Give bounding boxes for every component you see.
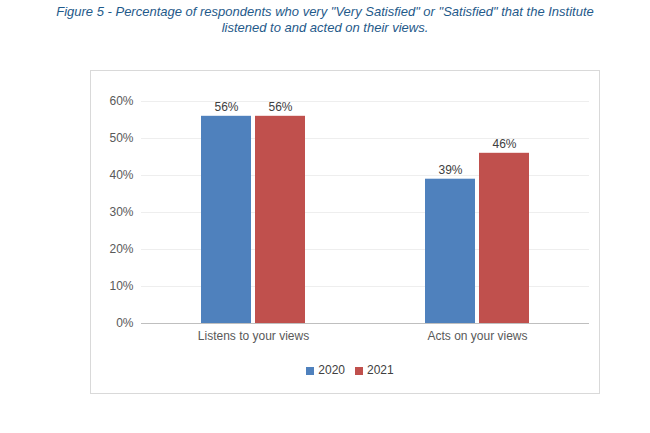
svg-text:30%: 30% bbox=[109, 205, 133, 219]
html-text:2020: 2020 bbox=[318, 363, 345, 377]
svg-text:56%: 56% bbox=[214, 100, 238, 114]
svg-text:0%: 0% bbox=[116, 316, 134, 330]
svg-text:40%: 40% bbox=[109, 168, 133, 182]
svg-text:56%: 56% bbox=[268, 100, 292, 114]
svg-text:50%: 50% bbox=[109, 131, 133, 145]
svg-text:46%: 46% bbox=[492, 137, 516, 151]
svg-text:Listens to your views: Listens to your views bbox=[198, 329, 309, 343]
svg-text:60%: 60% bbox=[109, 94, 133, 108]
html-text:Figure 5 - Percentage of respo: Figure 5 - Percentage of respondents who… bbox=[56, 4, 594, 35]
svg-text:Acts on your views: Acts on your views bbox=[427, 329, 527, 343]
svg-text:20%: 20% bbox=[109, 242, 133, 256]
svg-text:39%: 39% bbox=[438, 163, 462, 177]
html-text:2021: 2021 bbox=[367, 363, 394, 377]
svg-text:10%: 10% bbox=[109, 279, 133, 293]
